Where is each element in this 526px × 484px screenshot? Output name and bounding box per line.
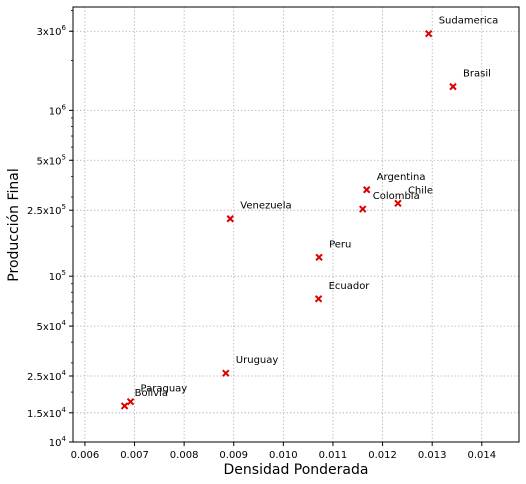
point-label: Ecuador	[329, 281, 371, 292]
point-label: Sudamerica	[439, 16, 499, 27]
point-marker-stroke	[222, 369, 230, 377]
point-label: Paraguay	[141, 384, 188, 395]
point-label: Colombia	[373, 191, 420, 202]
x-axis-title: Densidad Ponderada	[224, 462, 369, 478]
point-label: Uruguay	[236, 355, 279, 366]
point-label: Argentina	[377, 172, 426, 183]
point-marker-stroke	[126, 397, 135, 406]
point-marker-stroke	[425, 29, 433, 38]
x-tick-label: 0.014	[467, 450, 496, 461]
x-tick-label: 0.007	[120, 450, 149, 461]
y-tick-label: 5x104	[37, 319, 67, 333]
x-tick-label: 0.009	[219, 450, 248, 461]
point-label: Bolivia	[135, 388, 168, 399]
x-tick-label: 0.008	[170, 450, 199, 461]
data-point: Colombia	[359, 191, 420, 213]
point-label: Chile	[408, 185, 433, 196]
point-marker-stroke	[226, 215, 234, 223]
data-point: Ecuador	[314, 281, 371, 303]
point-label: Venezuela	[240, 201, 291, 212]
plot-area-frame	[72, 6, 520, 443]
x-tick-label: 0.006	[71, 450, 100, 461]
data-point: Venezuela	[226, 201, 292, 223]
y-tick-label: 1.5x104	[27, 406, 67, 420]
point-marker-stroke	[359, 205, 367, 213]
data-point: Peru	[315, 239, 351, 261]
data-point: Sudamerica	[425, 16, 499, 38]
point-marker-stroke	[120, 402, 129, 410]
y-tick-label: 3x106	[37, 24, 67, 38]
x-tick-label: 0.012	[368, 450, 397, 461]
y-tick-label: 105	[49, 269, 66, 283]
y-axis-title: Producción Final	[6, 168, 22, 281]
point-marker-stroke	[449, 82, 457, 91]
x-tick-label: 0.010	[269, 450, 298, 461]
y-tick-label: 2.5x105	[27, 203, 66, 217]
x-tick-label: 0.011	[319, 450, 348, 461]
data-point: Uruguay	[222, 355, 279, 377]
y-tick-label: 5x105	[37, 153, 66, 167]
y-tick-label: 2.5x104	[27, 369, 67, 383]
data-point: Brasil	[449, 69, 491, 91]
grid-layer	[73, 7, 519, 443]
x-tick-label: 0.013	[418, 450, 447, 461]
point-label: Peru	[329, 239, 351, 250]
point-marker-stroke	[314, 295, 323, 303]
y-axis-ticks: 3x106 106 5x105 2.5x105 105 5x104 2.5x104 1.5x1…	[27, 24, 73, 449]
x-axis-ticks: 0.006 0.007 0.008 0.009 0.010 0.011 0.012 0.013…	[71, 442, 496, 461]
data-point: Chile	[394, 185, 433, 208]
point-marker-stroke	[362, 186, 371, 194]
point-marker-stroke	[315, 253, 323, 261]
y-tick-label: 104	[49, 435, 67, 449]
y-tick-label: 106	[49, 103, 67, 117]
data-point: Argentina	[362, 172, 426, 194]
point-label: Brasil	[463, 69, 491, 80]
data-point: Bolivia	[120, 388, 168, 410]
point-marker-stroke	[394, 199, 402, 208]
data-point: Paraguay	[126, 384, 188, 406]
